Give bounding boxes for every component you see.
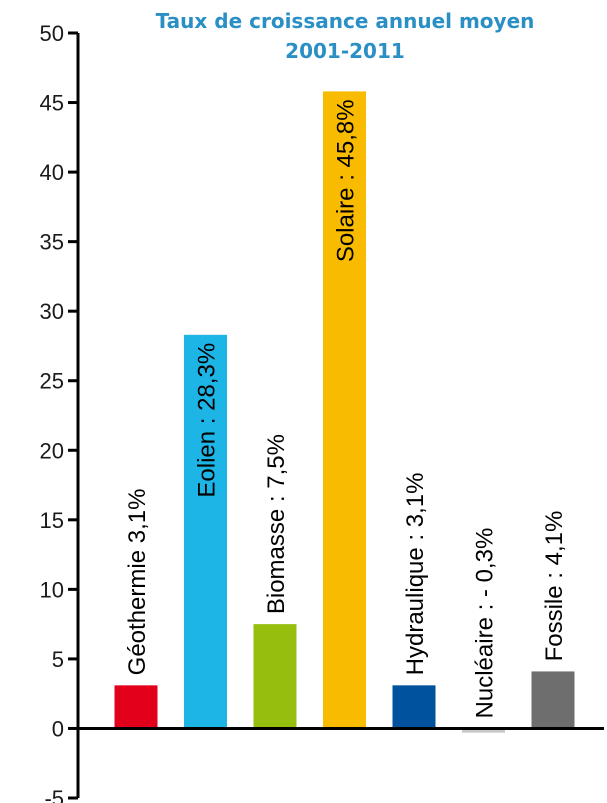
chart-subtitle: 2001-2011 bbox=[285, 39, 405, 63]
bar-label-5: Hydraulique : 3,1% bbox=[402, 473, 429, 676]
chart-title: Taux de croissance annuel moyen bbox=[156, 9, 535, 33]
bar-1 bbox=[114, 685, 158, 729]
y-tick-label: 10 bbox=[40, 577, 64, 602]
bar-7 bbox=[531, 671, 575, 729]
bar-4 bbox=[323, 91, 366, 729]
bar-6 bbox=[462, 728, 505, 733]
y-tick-label: 35 bbox=[40, 230, 64, 255]
bars bbox=[114, 91, 575, 733]
bar-label-3: Biomasse : 7,5% bbox=[263, 434, 290, 614]
y-tick-label: 30 bbox=[40, 299, 64, 324]
y-tick-label: 15 bbox=[40, 508, 64, 533]
bar-label-1: Géothermie 3,1% bbox=[124, 489, 151, 676]
y-tick-label: 45 bbox=[40, 91, 64, 116]
bar-label-7: Fossile : 4,1% bbox=[541, 511, 568, 662]
y-tick-label: 5 bbox=[52, 647, 64, 672]
bar-labels: Géothermie 3,1% Eolien : 28,3% Biomasse : … bbox=[124, 99, 568, 718]
y-tick-label: -5 bbox=[44, 786, 64, 803]
y-tick-label: 40 bbox=[40, 160, 64, 185]
bar-label-2: Eolien : 28,3% bbox=[194, 343, 221, 498]
bar-3 bbox=[253, 624, 297, 729]
y-tick-label: 0 bbox=[52, 716, 64, 741]
bar-label-4: Solaire : 45,8% bbox=[333, 99, 360, 262]
bar-5 bbox=[392, 685, 436, 729]
y-tick-label: 50 bbox=[40, 21, 64, 46]
bar-2 bbox=[184, 334, 227, 729]
y-tick-label: 25 bbox=[40, 369, 64, 394]
y-tick-label: 20 bbox=[40, 438, 64, 463]
bar-label-6: Nucléaire : - 0,3% bbox=[472, 528, 499, 719]
